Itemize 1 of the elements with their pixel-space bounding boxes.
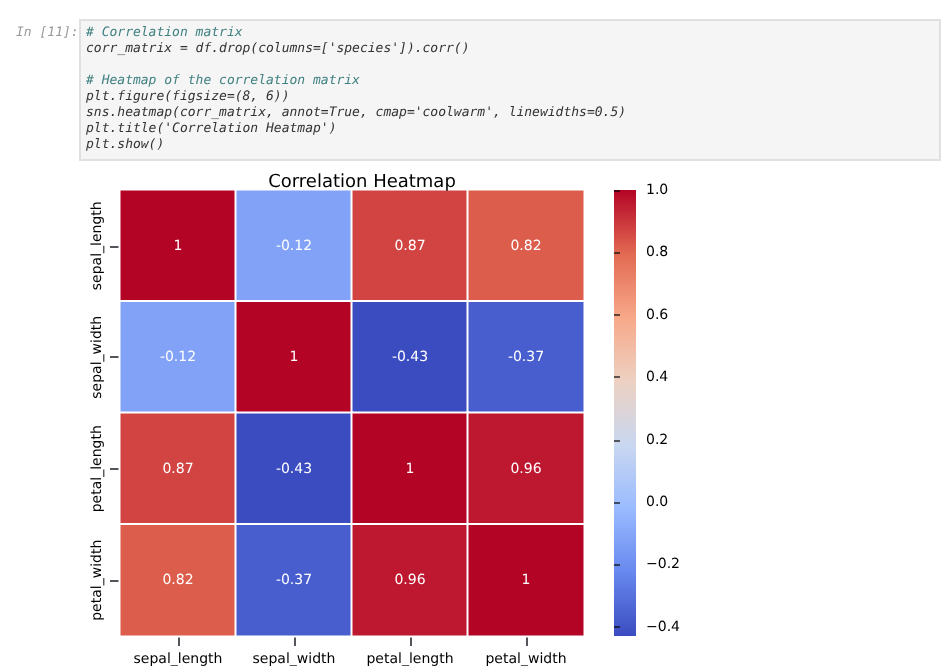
chart-title: Correlation Heatmap — [268, 173, 457, 193]
